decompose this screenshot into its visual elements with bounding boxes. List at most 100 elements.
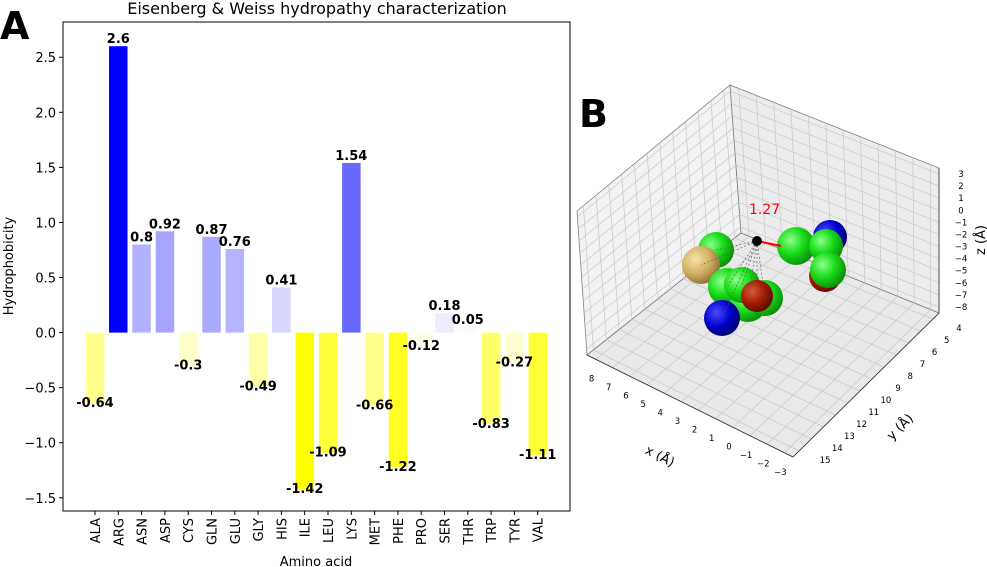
x-tick-label-his: HIS bbox=[275, 518, 290, 540]
bar-pro bbox=[411, 332, 431, 346]
value-label-gln: 0.87 bbox=[195, 223, 227, 238]
y-tick-label: −0.5 bbox=[24, 382, 56, 397]
y-tick-label: −1.0 bbox=[24, 437, 56, 452]
y3d-tick-label: 10 bbox=[881, 396, 892, 406]
value-label-val: -1.11 bbox=[519, 448, 556, 463]
value-label-asp: 0.92 bbox=[149, 217, 181, 232]
grid-line bbox=[736, 177, 940, 259]
bar-thr bbox=[458, 327, 478, 333]
x-tick-label-trp: TRP bbox=[485, 518, 500, 544]
grid-line bbox=[681, 269, 832, 403]
value-label-ile: -1.42 bbox=[286, 482, 323, 497]
grid-line bbox=[579, 127, 734, 254]
grid-line bbox=[710, 100, 723, 249]
grid-line bbox=[697, 111, 710, 259]
grid-line bbox=[578, 103, 732, 230]
grid-line bbox=[581, 152, 736, 278]
x-tick-label-ala: ALA bbox=[89, 518, 104, 543]
x3d-tick-label: 3 bbox=[675, 417, 680, 427]
grid-line bbox=[644, 308, 848, 404]
x3d-tick-label: 0 bbox=[726, 442, 731, 452]
x-tick-label-gly: GLY bbox=[252, 518, 267, 542]
y3d-tick-label: 4 bbox=[956, 324, 961, 334]
y-tick-label: 1.0 bbox=[35, 216, 56, 231]
x-tick-label-cys: CYS bbox=[182, 518, 197, 543]
central-point bbox=[752, 236, 762, 246]
grid-line bbox=[749, 296, 898, 437]
y3d-tick-label: 7 bbox=[920, 360, 925, 370]
grid-line bbox=[773, 102, 783, 250]
grid-line bbox=[646, 153, 658, 300]
y-tick-label: 0.0 bbox=[35, 327, 56, 342]
grid-line bbox=[583, 189, 739, 314]
x3d-tick-label: 8 bbox=[589, 374, 594, 384]
z3d-tick-label: 3 bbox=[958, 170, 963, 180]
z3d-tick-label: 0 bbox=[958, 206, 963, 216]
value-label-leu: -1.09 bbox=[309, 446, 346, 461]
y3d-tick-label: 13 bbox=[844, 432, 855, 442]
grid-line bbox=[698, 276, 849, 411]
grid-line bbox=[734, 152, 940, 235]
y-tick-label: 2.0 bbox=[35, 106, 56, 121]
x-axis-line bbox=[586, 354, 794, 458]
grid-line bbox=[842, 129, 849, 277]
z3d-tick-label: 1 bbox=[958, 194, 963, 204]
bar-met bbox=[365, 332, 384, 406]
bar-cys bbox=[178, 332, 198, 366]
y-axis-line bbox=[792, 312, 940, 458]
x-tick-label-glu: GLU bbox=[229, 518, 244, 544]
grid-line bbox=[670, 288, 873, 380]
bar-ile bbox=[295, 332, 314, 489]
x3d-tick-label: −2 bbox=[757, 459, 770, 469]
y3d-tick-label: 6 bbox=[932, 348, 937, 358]
grid-line bbox=[584, 201, 739, 326]
z3d-axis-label: z (Å) bbox=[973, 225, 987, 255]
dashed-bonds bbox=[700, 240, 766, 319]
grid-line bbox=[582, 164, 737, 290]
bar-gly bbox=[248, 332, 268, 387]
x-tick-label-pro: PRO bbox=[415, 518, 430, 545]
grid-line bbox=[583, 205, 594, 350]
grid-line bbox=[877, 143, 882, 290]
x3d-tick-label: 7 bbox=[606, 383, 611, 393]
z3d-tick-label: −1 bbox=[955, 218, 968, 228]
grid-line bbox=[634, 163, 646, 310]
grid-line bbox=[631, 319, 836, 416]
grid-line bbox=[730, 90, 940, 175]
value-label-ser: 0.18 bbox=[428, 299, 460, 314]
grid-line bbox=[612, 242, 766, 369]
x-tick-label-ile: ILE bbox=[299, 518, 314, 537]
value-label-tyr: -0.27 bbox=[496, 355, 533, 370]
x-tick-label-gln: GLN bbox=[206, 518, 221, 545]
grid-line bbox=[784, 309, 931, 454]
bar-leu bbox=[318, 332, 338, 453]
bar-asn bbox=[132, 244, 151, 333]
x-tick-label-lys: LYS bbox=[345, 518, 360, 540]
grid-line bbox=[580, 140, 735, 266]
grid-line bbox=[715, 282, 865, 420]
grid-line bbox=[755, 95, 767, 244]
x3d-tick-label: −3 bbox=[774, 468, 787, 478]
grid-line bbox=[618, 329, 824, 428]
grid-line bbox=[912, 157, 915, 304]
grid-line bbox=[657, 298, 861, 392]
grid-line bbox=[583, 177, 738, 302]
value-label-ala: -0.64 bbox=[76, 396, 113, 411]
value-label-cys: -0.3 bbox=[174, 359, 202, 374]
grid-line bbox=[735, 164, 940, 247]
y-axis-label: Hydrophobicity bbox=[2, 216, 17, 315]
x-tick-label-val: VAL bbox=[532, 517, 547, 542]
grid-line bbox=[732, 289, 882, 428]
bar-ala bbox=[85, 332, 105, 404]
z3d-tick-label: −2 bbox=[955, 230, 968, 240]
z3d-tick-label: −5 bbox=[955, 267, 968, 277]
grid-line bbox=[659, 142, 671, 289]
y3d-tick-label: 9 bbox=[895, 384, 900, 394]
x-tick-label-met: MET bbox=[369, 518, 384, 545]
y3d-tick-label: 14 bbox=[832, 444, 843, 454]
grid-line bbox=[685, 121, 697, 269]
bar-trp bbox=[481, 332, 501, 424]
grid-line bbox=[732, 115, 940, 199]
value-label-arg: 2.6 bbox=[107, 32, 130, 47]
bar-val bbox=[528, 332, 547, 455]
